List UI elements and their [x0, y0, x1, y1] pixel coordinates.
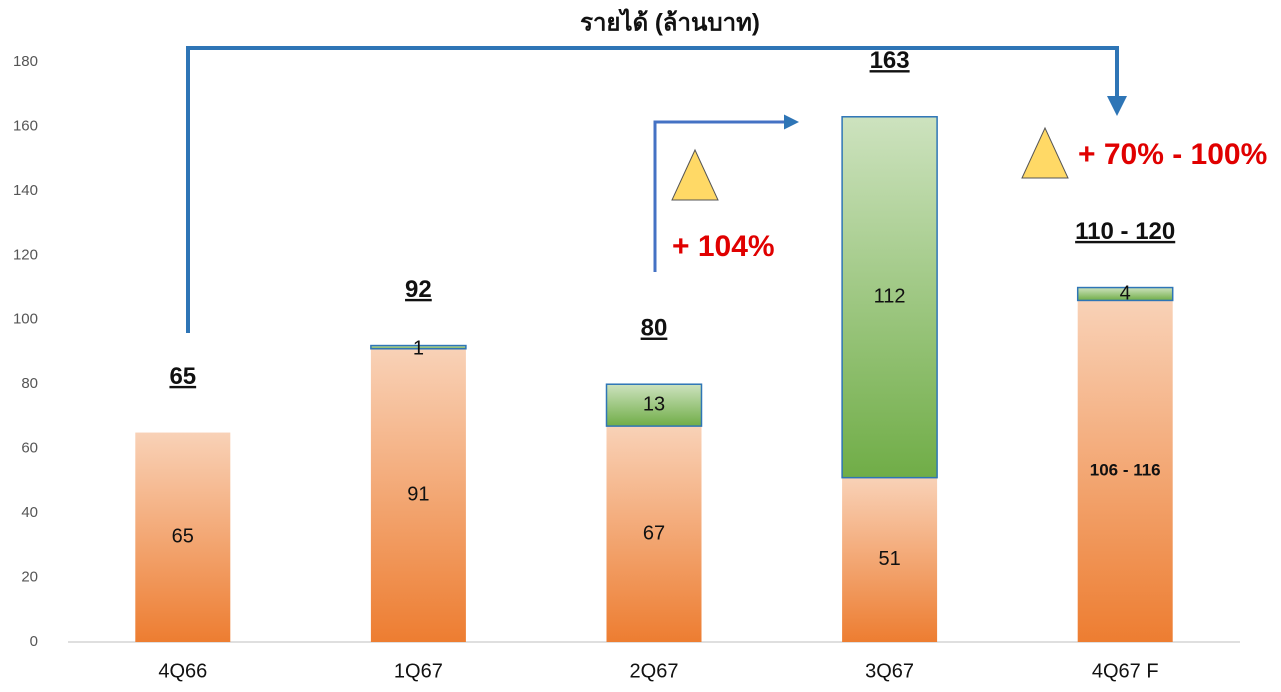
x-tick-label: 4Q66 [158, 660, 207, 682]
y-tick-label: 40 [21, 504, 38, 521]
data-label: 67 [643, 522, 665, 544]
y-tick-label: 0 [30, 633, 38, 650]
data-label: 4 [1120, 282, 1131, 304]
bar-segment [842, 477, 938, 642]
growth-arrow [186, 46, 1127, 333]
data-label: 51 [878, 548, 900, 570]
bar-segment [135, 432, 231, 642]
y-tick-label: 100 [13, 311, 38, 328]
data-label: 13 [643, 393, 665, 415]
y-tick-label: 120 [13, 246, 38, 263]
bar-segment [370, 348, 466, 642]
y-tick-label: 160 [13, 117, 38, 134]
bar-segment [1077, 300, 1173, 642]
delta-icon [1021, 126, 1069, 179]
data-label: 91 [407, 484, 429, 506]
y-tick-label: 180 [13, 53, 38, 70]
delta-icon [671, 148, 719, 201]
bar-segment [1076, 286, 1174, 302]
x-tick-label: 1Q67 [394, 660, 443, 682]
y-tick-label: 20 [21, 569, 38, 586]
annotation: + 104% [672, 230, 775, 263]
total-label: 65 [169, 363, 196, 390]
data-label: 112 [874, 286, 906, 308]
bar-segment [605, 383, 703, 427]
bar-segment [606, 426, 702, 642]
total-label: 110 - 120 [1075, 218, 1175, 245]
bar-segment [841, 116, 938, 479]
chart-title: รายได้ (ล้านบาท) [580, 7, 760, 36]
growth-arrow [653, 114, 799, 272]
data-label: 1 [413, 337, 424, 359]
y-tick-label: 80 [21, 375, 38, 392]
x-tick-label: 2Q67 [630, 660, 679, 682]
x-tick-label: 4Q67 F [1092, 660, 1159, 682]
data-label: 65 [172, 526, 194, 548]
total-label: 80 [641, 315, 668, 342]
x-tick-label: 3Q67 [865, 660, 914, 682]
total-label: 163 [870, 47, 910, 74]
y-tick-label: 60 [21, 440, 38, 457]
annotation: + 70% - 100% [1078, 138, 1267, 171]
data-label: 106 - 116 [1090, 461, 1161, 480]
bar-segment [370, 344, 467, 350]
y-tick-label: 140 [13, 182, 38, 199]
total-label: 92 [405, 276, 432, 303]
